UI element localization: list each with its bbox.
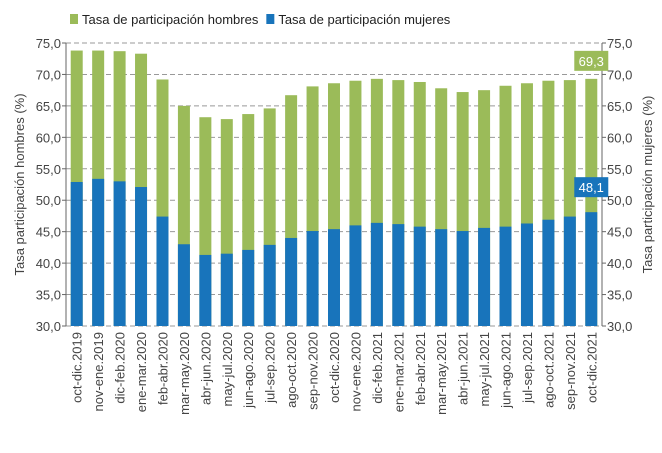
x-tick-label: abr-jun.2021 [456, 332, 471, 405]
y2-tick-label: 55,0 [607, 162, 632, 177]
x-tick-label: jun-ago.2020 [241, 332, 256, 409]
legend-label: Tasa de participación mujeres [278, 12, 450, 27]
bar [92, 178, 105, 326]
y-tick-label: 35,0 [36, 288, 61, 303]
y2-tick-label: 35,0 [607, 288, 632, 303]
y2-tick-label: 50,0 [607, 193, 632, 208]
x-tick-label: sep-nov.2021 [563, 332, 578, 410]
bar [413, 226, 426, 326]
bar [392, 224, 405, 326]
x-tick-label: jul-sep.2021 [520, 332, 535, 404]
x-tick-label: ago-oct.2021 [541, 332, 556, 408]
x-tick-label: mar-may.2021 [434, 332, 449, 415]
y2-tick-label: 75,0 [607, 36, 632, 51]
x-tick-label: ene-mar.2020 [134, 332, 149, 412]
y-tick-label: 60,0 [36, 130, 61, 145]
bar [328, 229, 340, 326]
x-tick-label: mar-may.2020 [177, 332, 192, 415]
y2-axis-title: Tasa participación mujeres (%) [640, 96, 655, 274]
x-tick-label: dic-feb.2020 [113, 332, 128, 404]
x-tick-label: oct-dic.2019 [70, 332, 85, 403]
bar [70, 181, 83, 326]
x-tick-label: jun-ago.2021 [499, 332, 514, 409]
y-tick-label: 40,0 [36, 256, 61, 271]
bar [220, 253, 233, 326]
y2-tick-label: 70,0 [607, 67, 632, 82]
x-tick-label: nov-ene.2020 [348, 332, 363, 412]
bar [370, 222, 383, 326]
y2-tick-label: 45,0 [607, 225, 632, 240]
legend-swatch [266, 14, 275, 24]
bar [263, 244, 276, 326]
x-tick-label: nov-ene.2019 [91, 332, 106, 412]
y2-tick-label: 60,0 [607, 130, 632, 145]
bar [520, 223, 533, 326]
bar [156, 216, 169, 326]
bar [285, 237, 298, 326]
bar [306, 231, 319, 326]
value-label-box [574, 177, 609, 198]
x-tick-label: dic-feb.2021 [370, 332, 385, 404]
bar [349, 225, 362, 326]
bar [585, 212, 598, 326]
value-label: 69,3 [579, 54, 604, 69]
x-tick-label: jul-sep.2020 [263, 332, 278, 404]
x-tick-label: abr-jun.2020 [198, 332, 213, 405]
x-tick-label: sep-nov.2020 [306, 332, 321, 410]
bar [113, 181, 126, 326]
bar [499, 226, 512, 326]
y2-tick-label: 40,0 [607, 256, 632, 271]
y2-tick-label: 65,0 [607, 99, 632, 114]
bar [242, 249, 255, 326]
y2-tick-label: 30,0 [607, 319, 632, 334]
x-tick-label: ago-oct.2020 [284, 332, 299, 408]
legend-label: Tasa de participación hombres [82, 12, 259, 27]
x-tick-label: ene-mar.2021 [391, 332, 406, 412]
x-tick-label: feb-abr.2021 [413, 332, 428, 405]
x-tick-label: may-jul.2020 [220, 332, 235, 406]
bar [177, 244, 190, 326]
bar [456, 231, 469, 326]
y-axis-title: Tasa participación hombres (%) [12, 93, 27, 275]
bar [199, 254, 212, 326]
y-tick-label: 70,0 [36, 67, 61, 82]
y-tick-label: 50,0 [36, 193, 61, 208]
bar [542, 219, 555, 326]
x-tick-label: oct-dic.2021 [584, 332, 599, 403]
y-tick-label: 45,0 [36, 225, 61, 240]
y-tick-label: 75,0 [36, 36, 61, 51]
y-tick-label: 30,0 [36, 319, 61, 334]
bar [563, 216, 576, 326]
bar [135, 187, 148, 326]
x-tick-label: feb-abr.2020 [155, 332, 170, 405]
x-tick-label: may-jul.2021 [477, 332, 492, 406]
value-label-box [574, 50, 609, 71]
bar [478, 227, 491, 326]
y-tick-label: 55,0 [36, 162, 61, 177]
legend-swatch [70, 14, 78, 24]
value-label: 48,1 [579, 180, 604, 195]
bar [435, 229, 448, 326]
x-tick-label: oct-dic.2020 [327, 332, 342, 403]
y-tick-label: 65,0 [36, 99, 61, 114]
